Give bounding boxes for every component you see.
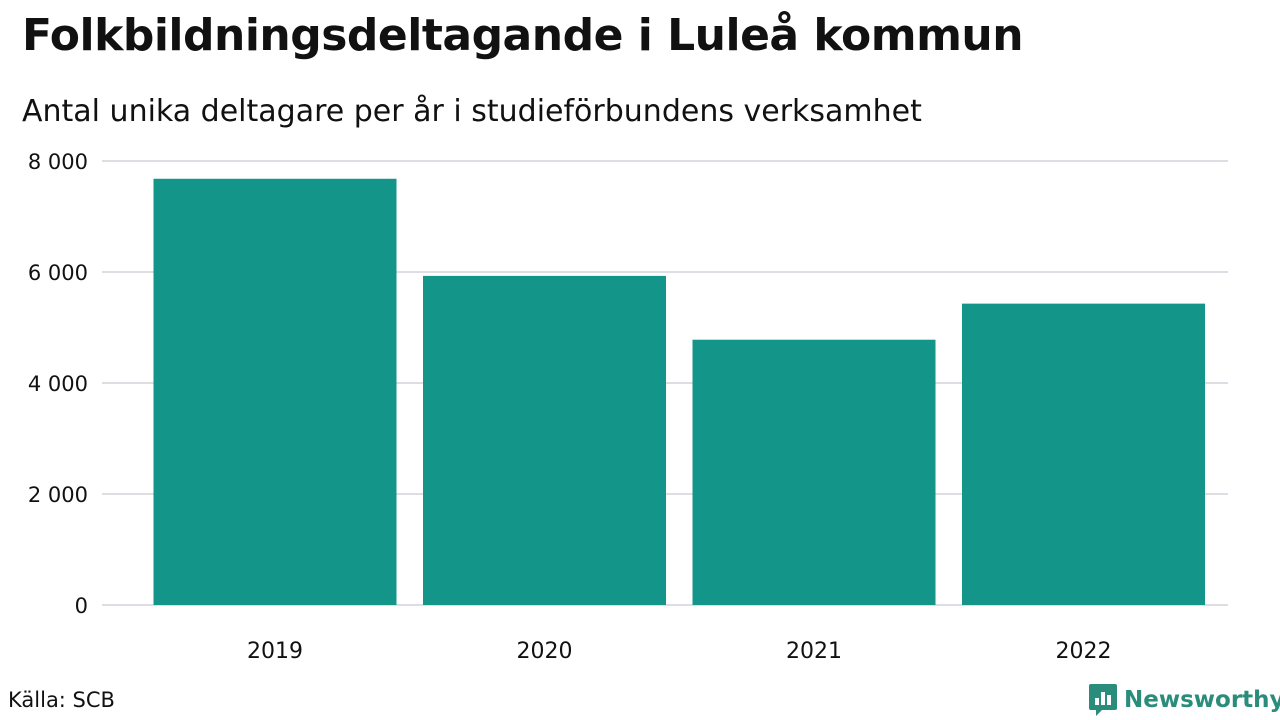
x-tick-label: 2020 [517, 639, 573, 664]
chart-subtitle: Antal unika deltagare per år i studieför… [22, 94, 922, 129]
y-tick-label: 4 000 [28, 372, 88, 396]
x-tick-label: 2021 [786, 639, 842, 664]
bar-2022 [962, 303, 1205, 605]
y-tick-label: 2 000 [28, 483, 88, 507]
x-tick-label: 2019 [247, 639, 303, 664]
brand-logo: Newsworthy [1088, 682, 1280, 718]
y-tick-label: 0 [75, 594, 88, 618]
y-tick-label: 8 000 [28, 150, 88, 174]
y-tick-label: 6 000 [28, 261, 88, 285]
x-tick-label: 2022 [1056, 639, 1112, 664]
source-note: Källa: SCB [8, 688, 115, 712]
bar-2020 [423, 275, 666, 605]
brand-name: Newsworthy [1124, 687, 1280, 713]
bar-2019 [153, 178, 397, 605]
newsworthy-logo-icon [1089, 684, 1117, 716]
bar-2021 [692, 339, 936, 605]
chart-title: Folkbildningsdeltagande i Luleå kommun [22, 10, 1024, 61]
